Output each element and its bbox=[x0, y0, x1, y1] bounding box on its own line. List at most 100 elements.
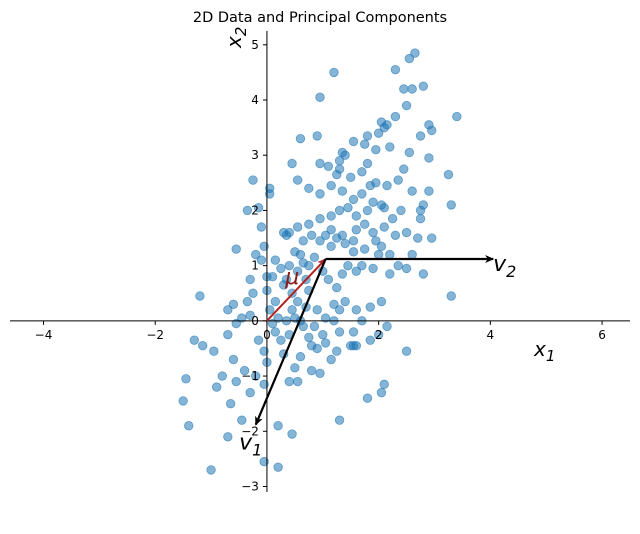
data-point bbox=[413, 233, 423, 243]
data-point bbox=[359, 244, 370, 254]
data-point bbox=[287, 158, 297, 169]
data-point bbox=[415, 131, 426, 141]
data-point bbox=[368, 227, 378, 238]
data-point bbox=[427, 233, 437, 243]
data-point bbox=[410, 48, 420, 58]
data-point bbox=[315, 92, 325, 102]
data-point bbox=[304, 332, 314, 343]
data-point bbox=[292, 266, 303, 276]
data-point bbox=[334, 415, 345, 425]
data-point bbox=[239, 365, 250, 376]
x-tick-label: −2 bbox=[146, 328, 164, 342]
data-point bbox=[315, 236, 325, 246]
data-point bbox=[357, 167, 367, 177]
data-point bbox=[292, 175, 303, 185]
data-point bbox=[365, 335, 375, 345]
data-point bbox=[393, 260, 403, 271]
data-point bbox=[346, 172, 356, 183]
data-point bbox=[225, 398, 236, 409]
y-axis-label: x2 bbox=[222, 27, 250, 49]
data-point bbox=[373, 329, 384, 340]
data-point bbox=[446, 200, 456, 210]
data-point bbox=[371, 236, 381, 246]
data-point bbox=[248, 175, 258, 185]
data-point bbox=[284, 376, 294, 387]
data-point bbox=[326, 354, 336, 365]
data-point bbox=[237, 313, 247, 323]
data-point bbox=[390, 230, 401, 240]
data-point bbox=[292, 222, 303, 232]
data-point bbox=[315, 189, 325, 199]
data-point bbox=[251, 249, 261, 260]
data-point bbox=[340, 296, 350, 307]
data-point bbox=[334, 327, 345, 337]
data-point bbox=[281, 230, 292, 240]
data-point bbox=[332, 346, 342, 356]
data-point bbox=[401, 100, 412, 111]
data-point bbox=[407, 249, 417, 260]
y-tick-label: −1 bbox=[241, 369, 259, 383]
data-point bbox=[343, 260, 353, 271]
data-point bbox=[270, 327, 281, 337]
data-point bbox=[385, 249, 395, 260]
data-point bbox=[329, 67, 339, 78]
data-point bbox=[401, 263, 412, 274]
data-point bbox=[399, 164, 409, 174]
y-tick-label: −3 bbox=[241, 479, 259, 493]
data-point bbox=[373, 128, 384, 138]
data-point bbox=[346, 340, 356, 351]
data-point bbox=[265, 305, 275, 315]
data-point bbox=[211, 382, 222, 392]
data-point bbox=[332, 169, 342, 180]
data-point bbox=[304, 183, 314, 194]
data-point bbox=[382, 321, 392, 332]
data-point bbox=[253, 202, 264, 213]
data-point bbox=[273, 313, 283, 323]
data-point bbox=[382, 180, 392, 191]
data-point bbox=[446, 291, 456, 301]
y-axis-label-base: x bbox=[222, 36, 246, 49]
data-point bbox=[309, 252, 320, 263]
data-point bbox=[407, 186, 417, 196]
data-point bbox=[390, 64, 401, 75]
data-point bbox=[245, 387, 255, 398]
data-point bbox=[184, 421, 194, 431]
data-point bbox=[373, 249, 384, 260]
data-point bbox=[276, 263, 286, 274]
data-point bbox=[298, 236, 308, 246]
y-tick-label: 0 bbox=[251, 314, 259, 328]
data-point bbox=[195, 291, 205, 301]
data-point bbox=[292, 376, 303, 387]
data-point bbox=[326, 180, 336, 191]
data-point bbox=[368, 263, 378, 274]
data-point bbox=[418, 81, 429, 91]
data-point bbox=[362, 158, 373, 169]
data-point bbox=[209, 346, 219, 356]
x-axis-label: x1 bbox=[533, 337, 555, 365]
data-point bbox=[253, 335, 264, 345]
mean-label: μ bbox=[284, 265, 299, 290]
data-point bbox=[248, 288, 258, 298]
data-point bbox=[320, 338, 331, 348]
data-point bbox=[312, 305, 322, 315]
data-point bbox=[231, 244, 241, 254]
data-point bbox=[265, 183, 275, 194]
y-tick-label: 4 bbox=[251, 93, 259, 107]
data-point bbox=[365, 302, 375, 312]
data-point bbox=[273, 462, 283, 472]
data-point bbox=[351, 211, 362, 221]
data-point bbox=[323, 274, 334, 285]
data-point bbox=[290, 363, 300, 373]
data-point bbox=[393, 175, 403, 185]
data-point bbox=[273, 421, 283, 431]
data-point bbox=[340, 238, 350, 249]
data-point bbox=[376, 241, 387, 252]
data-point bbox=[231, 318, 241, 329]
data-point bbox=[401, 346, 412, 356]
data-point bbox=[329, 299, 339, 309]
data-point bbox=[357, 189, 367, 199]
data-point bbox=[343, 202, 353, 213]
data-point bbox=[259, 456, 269, 467]
data-point bbox=[407, 84, 417, 94]
x-tick-label: 0 bbox=[263, 328, 271, 342]
